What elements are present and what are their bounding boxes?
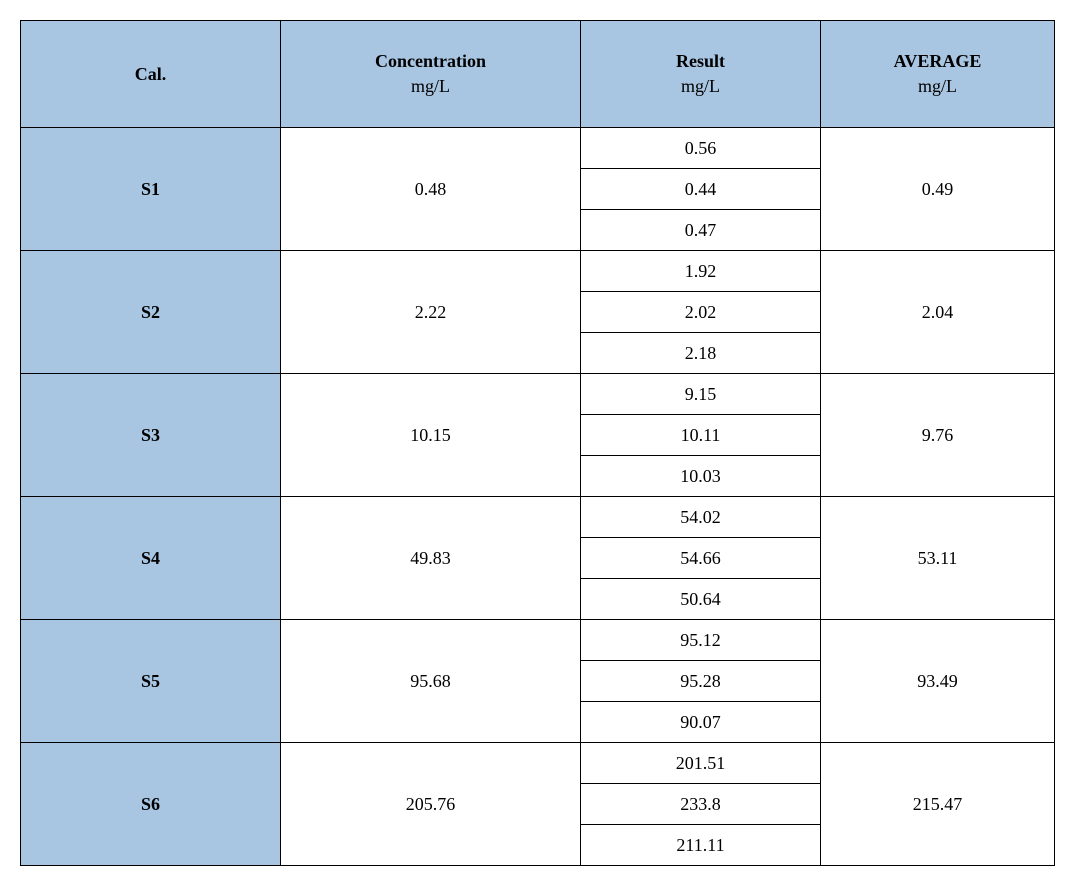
table-row: S6 205.76 201.51 215.47 <box>21 743 1055 784</box>
col-header-result: Result mg/L <box>581 21 821 128</box>
table-row: S2 2.22 1.92 2.04 <box>21 251 1055 292</box>
col-header-cal-title: Cal. <box>135 64 167 84</box>
result-cell: 2.18 <box>581 333 821 374</box>
calibration-table: Cal. Concentration mg/L Result mg/L AVER… <box>20 20 1055 866</box>
result-cell: 10.11 <box>581 415 821 456</box>
concentration-cell: 0.48 <box>281 128 581 251</box>
cal-cell: S2 <box>21 251 281 374</box>
col-header-cal: Cal. <box>21 21 281 128</box>
concentration-cell: 10.15 <box>281 374 581 497</box>
concentration-cell: 205.76 <box>281 743 581 866</box>
table-body: S1 0.48 0.56 0.49 0.44 0.47 S2 2.22 1.92… <box>21 128 1055 866</box>
result-cell: 211.11 <box>581 825 821 866</box>
table-row: S1 0.48 0.56 0.49 <box>21 128 1055 169</box>
average-cell: 93.49 <box>821 620 1055 743</box>
cal-cell: S6 <box>21 743 281 866</box>
result-cell: 233.8 <box>581 784 821 825</box>
result-cell: 54.02 <box>581 497 821 538</box>
result-cell: 10.03 <box>581 456 821 497</box>
col-header-concentration-title: Concentration <box>375 51 486 71</box>
table-row: S3 10.15 9.15 9.76 <box>21 374 1055 415</box>
cal-cell: S4 <box>21 497 281 620</box>
concentration-cell: 2.22 <box>281 251 581 374</box>
average-cell: 0.49 <box>821 128 1055 251</box>
table-header-row: Cal. Concentration mg/L Result mg/L AVER… <box>21 21 1055 128</box>
result-cell: 2.02 <box>581 292 821 333</box>
average-cell: 9.76 <box>821 374 1055 497</box>
col-header-concentration: Concentration mg/L <box>281 21 581 128</box>
result-cell: 1.92 <box>581 251 821 292</box>
col-header-average: AVERAGE mg/L <box>821 21 1055 128</box>
result-cell: 0.56 <box>581 128 821 169</box>
concentration-cell: 95.68 <box>281 620 581 743</box>
col-header-average-unit: mg/L <box>821 76 1054 97</box>
table-row: S4 49.83 54.02 53.11 <box>21 497 1055 538</box>
concentration-cell: 49.83 <box>281 497 581 620</box>
result-cell: 9.15 <box>581 374 821 415</box>
result-cell: 201.51 <box>581 743 821 784</box>
col-header-result-title: Result <box>676 51 725 71</box>
result-cell: 95.28 <box>581 661 821 702</box>
result-cell: 0.44 <box>581 169 821 210</box>
average-cell: 53.11 <box>821 497 1055 620</box>
cal-cell: S1 <box>21 128 281 251</box>
table-row: S5 95.68 95.12 93.49 <box>21 620 1055 661</box>
result-cell: 0.47 <box>581 210 821 251</box>
cal-cell: S3 <box>21 374 281 497</box>
average-cell: 2.04 <box>821 251 1055 374</box>
cal-cell: S5 <box>21 620 281 743</box>
result-cell: 54.66 <box>581 538 821 579</box>
result-cell: 90.07 <box>581 702 821 743</box>
result-cell: 50.64 <box>581 579 821 620</box>
col-header-concentration-unit: mg/L <box>281 76 580 97</box>
result-cell: 95.12 <box>581 620 821 661</box>
col-header-average-title: AVERAGE <box>894 51 982 71</box>
col-header-result-unit: mg/L <box>581 76 820 97</box>
average-cell: 215.47 <box>821 743 1055 866</box>
